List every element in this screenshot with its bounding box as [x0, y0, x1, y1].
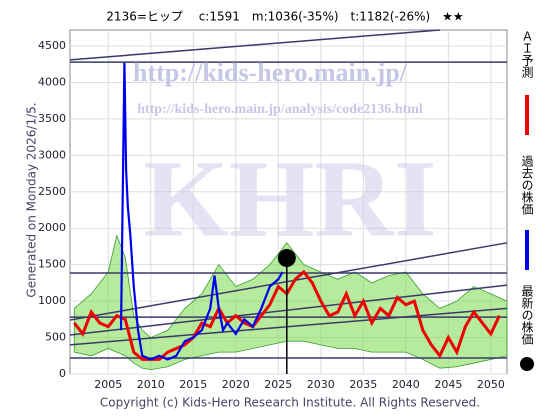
y-tick-label: 1500 [38, 258, 66, 271]
watermark: http://kids-hero.main.jp/ [133, 58, 408, 87]
chart-title: 2136=ヒップ c:1591 m:1036(-35%) t:1182(-26%… [106, 10, 463, 24]
x-tick-label: 2045 [434, 378, 462, 391]
reference-line [69, 29, 440, 61]
legend-label: ＡＩ予測 [520, 30, 534, 79]
y-tick-label: 4000 [38, 75, 66, 88]
x-tick-label: 2020 [222, 378, 250, 391]
legend-swatch [520, 357, 534, 371]
x-tick-label: 2040 [392, 378, 420, 391]
legend-label: 過去の株価 [520, 155, 534, 215]
side-note: Generated on Monday 2026/1/5. [25, 102, 39, 297]
y-tick-label: 0 [59, 367, 66, 380]
latest-point [277, 249, 296, 268]
series-line [119, 62, 284, 361]
x-tick-label: 2010 [137, 378, 165, 391]
x-tick-label: 2035 [349, 378, 377, 391]
y-tick-label: 3000 [38, 148, 66, 161]
y-tick-label: 500 [45, 331, 66, 344]
y-tick-label: 4500 [38, 39, 66, 52]
y-tick-label: 2500 [38, 185, 66, 198]
x-tick-label: 2005 [94, 378, 122, 391]
watermark: http://kids-hero.main.jp/analysis/code21… [137, 102, 423, 117]
watermark: KHRI [143, 137, 436, 259]
x-tick-label: 2015 [179, 378, 207, 391]
y-tick-label: 2000 [38, 221, 66, 234]
x-tick-label: 2050 [477, 378, 505, 391]
y-tick-label: 3500 [38, 112, 66, 125]
y-tick-label: 1000 [38, 294, 66, 307]
x-tick-label: 2030 [307, 378, 335, 391]
footer: Copyright (c) Kids-Hero Research Institu… [100, 396, 480, 410]
legend-label: 最新の株価 [520, 285, 534, 345]
reference-line [69, 307, 508, 346]
reference-line [69, 242, 508, 321]
x-tick-label: 2025 [264, 378, 292, 391]
reference-line [69, 284, 508, 336]
